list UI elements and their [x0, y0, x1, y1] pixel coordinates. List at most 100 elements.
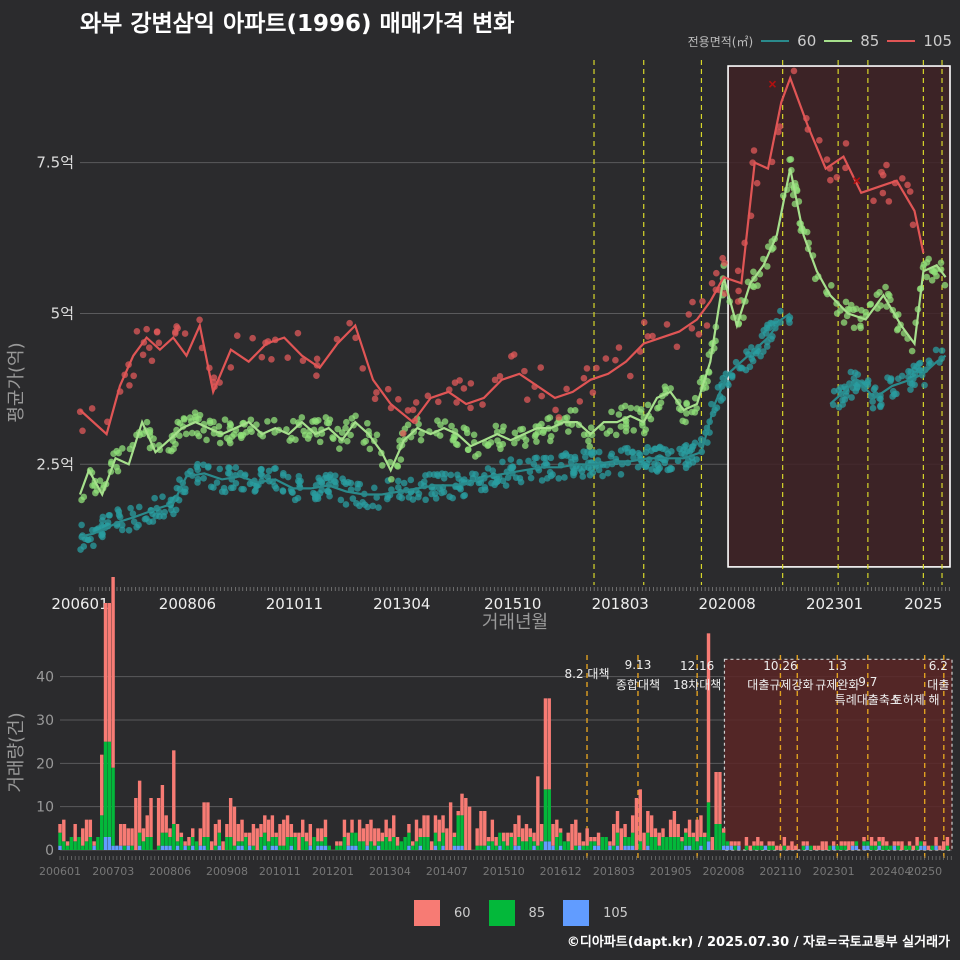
- scatter-point-105: [673, 343, 681, 351]
- volume-bar-85: [441, 832, 445, 846]
- scatter-point-60: [279, 487, 287, 494]
- volume-bar-85: [604, 837, 608, 850]
- volume-bar-60: [881, 837, 885, 846]
- volume-bar-60: [304, 832, 309, 842]
- scatter-point-60: [651, 445, 659, 453]
- scatter-point-60: [314, 493, 322, 501]
- volume-bar-105: [877, 845, 881, 850]
- volume-bar-85: [418, 837, 422, 846]
- scatter-point-85: [691, 409, 699, 416]
- volume-bar-85: [809, 845, 813, 850]
- scatter-point-85: [216, 439, 224, 447]
- y-tick-label-bottom: 10: [36, 800, 54, 816]
- scatter-point-60: [533, 454, 540, 462]
- scatter-point-85: [454, 441, 461, 449]
- volume-bar-60: [145, 815, 149, 837]
- scatter-point-60: [668, 465, 676, 473]
- scatter-point-105: [576, 398, 584, 405]
- volume-bar-105: [247, 845, 252, 850]
- scatter-point-85: [887, 296, 894, 304]
- scatter-point-105: [626, 372, 634, 380]
- scatter-point-85: [640, 429, 648, 437]
- scatter-point-85: [617, 423, 625, 430]
- volume-bar-85: [649, 837, 654, 850]
- volume-bar-85: [395, 845, 400, 850]
- x-tick-label-bottom: 201510: [483, 865, 525, 878]
- scatter-point-85: [937, 259, 945, 267]
- volume-bar-85: [236, 841, 240, 846]
- volume-bar-60: [907, 841, 912, 846]
- scatter-point-60: [714, 384, 722, 391]
- scatter-point-60: [447, 471, 455, 479]
- volume-bar-60: [581, 841, 586, 846]
- scatter-point-105: [699, 298, 706, 305]
- x-tick-label-bottom: 202008: [703, 865, 745, 878]
- scatter-point-85: [667, 385, 674, 392]
- legend-label-105: 105: [923, 32, 952, 50]
- scatter-point-105: [663, 321, 671, 328]
- scatter-point-105: [412, 399, 420, 406]
- scatter-point-60: [98, 532, 105, 539]
- volume-bar-85: [502, 841, 506, 850]
- scatter-point-105: [816, 137, 823, 144]
- volume-bar-85: [357, 841, 362, 850]
- volume-bar-85: [304, 841, 309, 850]
- scatter-point-60: [708, 400, 715, 408]
- scatter-point-105: [695, 331, 703, 338]
- scatter-point-85: [608, 408, 615, 416]
- volume-bar-85: [490, 841, 495, 850]
- volume-bar-60: [410, 841, 415, 846]
- volume-bar-85: [100, 815, 104, 850]
- volume-bar-60: [289, 824, 294, 837]
- volume-bar-60: [225, 824, 229, 837]
- volume-bar-60: [65, 841, 70, 846]
- scatter-point-60: [125, 526, 133, 534]
- scatter-point-85: [352, 412, 359, 420]
- policy-annotation-label: 토허제 해: [892, 693, 940, 707]
- legend-bottom-item-85: 85: [488, 900, 545, 926]
- volume-bar-60: [805, 841, 809, 846]
- scatter-point-60: [668, 448, 675, 455]
- x-tick-label-bottom: 202110: [759, 865, 801, 878]
- volume-bar-85: [342, 837, 347, 850]
- scatter-point-60: [688, 446, 696, 453]
- volume-bar-60: [137, 780, 142, 833]
- volume-bar-60: [714, 772, 718, 824]
- scatter-point-60: [145, 518, 153, 525]
- scatter-point-105: [384, 385, 392, 393]
- volume-bar-85: [801, 845, 806, 850]
- scatter-point-105: [130, 372, 137, 380]
- scatter-point-60: [499, 477, 507, 485]
- volume-bar-60: [217, 819, 221, 833]
- volume-bar-105: [729, 845, 733, 850]
- volume-bar-105: [274, 845, 278, 850]
- scatter-point-105: [460, 385, 468, 392]
- scatter-point-60: [634, 463, 642, 471]
- volume-bar-60: [130, 828, 134, 846]
- volume-bar-60: [502, 832, 506, 842]
- scatter-point-105: [143, 325, 150, 333]
- legend-bottom-swatch-60: [414, 900, 440, 926]
- volume-bar-105: [289, 845, 294, 850]
- scatter-point-60: [356, 502, 363, 510]
- scatter-point-60: [388, 486, 395, 494]
- volume-bar-85: [653, 837, 658, 850]
- volume-bar-85: [767, 845, 771, 850]
- volume-bar-60: [646, 811, 650, 833]
- volume-bar-85: [369, 841, 373, 850]
- volume-bar-85: [498, 832, 502, 846]
- volume-bar-85: [869, 845, 874, 850]
- footer-credit: ©디아파트(dapt.kr) / 2025.07.30 / 자료=국토교통부 실…: [566, 935, 950, 950]
- scatter-point-60: [580, 464, 588, 472]
- scatter-point-60: [911, 381, 918, 389]
- volume-bar-105: [319, 845, 324, 850]
- scatter-point-85: [394, 463, 402, 470]
- scatter-point-105: [563, 385, 570, 393]
- scatter-point-85: [654, 404, 661, 412]
- scatter-point-60: [291, 496, 299, 504]
- scatter-point-105: [713, 269, 720, 277]
- scatter-point-85: [96, 477, 104, 484]
- x-tick-label-bottom: 201905: [650, 865, 692, 878]
- scatter-point-85: [270, 416, 278, 424]
- volume-bar-105: [558, 845, 563, 850]
